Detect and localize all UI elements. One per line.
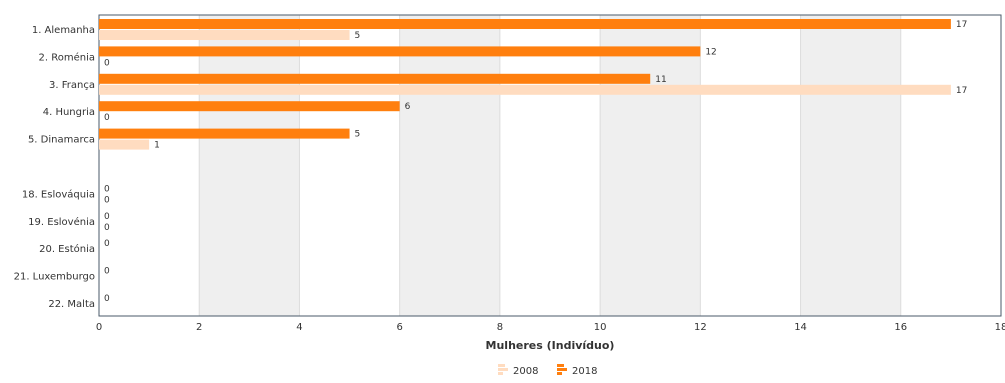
data-label-2008: 17 (956, 86, 967, 96)
data-label-2008: 5 (355, 31, 361, 41)
data-label-2018: 6 (405, 102, 411, 112)
legend-label: 2018 (572, 366, 597, 377)
grid-bands (199, 15, 901, 316)
data-label-2018: 17 (956, 20, 967, 30)
data-label-2008: 0 (104, 113, 110, 123)
x-tick-label: 6 (396, 322, 402, 333)
y-axis-label: 1. Alemanha (32, 25, 95, 36)
legend: 2008 2018 (498, 364, 597, 377)
y-axis-label: 3. França (49, 80, 95, 91)
data-label-2008: 0 (104, 195, 110, 205)
x-tick-label: 4 (296, 322, 302, 333)
grid-band (600, 15, 701, 316)
x-tick-label: 14 (794, 322, 807, 333)
bar-2018[interactable] (99, 73, 651, 84)
bar-2008[interactable] (99, 139, 150, 150)
data-label-2018: 12 (705, 47, 716, 57)
legend-bars-icon (498, 364, 508, 375)
y-axis-label: 21. Luxemburgo (14, 272, 95, 283)
data-label-2018: 0 (104, 212, 110, 222)
grid-band (199, 15, 300, 316)
bar-2018[interactable] (99, 19, 951, 29)
x-axis-title: Mulheres (Indivíduo) (486, 339, 615, 352)
x-tick-label: 12 (694, 322, 707, 333)
legend-icon-bar (498, 368, 508, 371)
bar-2018[interactable] (99, 101, 400, 112)
legend-icon-bar (498, 372, 503, 375)
y-axis-label: 22. Malta (48, 299, 95, 310)
bar-2018[interactable] (99, 128, 350, 139)
legend-bars-icon (557, 364, 567, 375)
legend-icon-bar (498, 364, 505, 367)
grid-lines (198, 15, 902, 316)
y-axis-label: 4. Hungria (43, 107, 95, 118)
y-axis-label: 20. Estónia (39, 243, 95, 255)
y-axis-label: 19. Eslovénia (28, 216, 95, 228)
data-label-2018: 0 (104, 267, 110, 277)
legend-icon-bar (557, 372, 562, 375)
data-label-2018: 0 (104, 294, 110, 304)
x-tick-label: 0 (96, 322, 102, 333)
legend-item-2008[interactable]: 2008 (498, 364, 538, 377)
y-axis-labels: 1. Alemanha 2. Roménia 3. França 4. Hungria… (14, 25, 95, 310)
legend-item-2018[interactable]: 2018 (557, 364, 597, 377)
data-label-2008: 1 (154, 141, 160, 151)
plot-frame (98, 14, 1002, 317)
y-axis-label: 18. Eslováquia (22, 188, 95, 200)
legend-label: 2008 (513, 366, 538, 377)
x-tick-label: 2 (196, 322, 202, 333)
data-label-2008: 0 (104, 223, 110, 233)
x-tick-label: 10 (594, 322, 607, 333)
legend-icon-bar (557, 364, 564, 367)
x-tick-label: 16 (894, 322, 907, 333)
y-axis-label: 5. Dinamarca (28, 135, 95, 146)
bar-2008[interactable] (99, 30, 350, 40)
data-label-2018: 0 (104, 184, 110, 194)
data-label-2008: 0 (104, 58, 110, 68)
bars (99, 19, 951, 150)
data-label-2018: 5 (355, 130, 361, 140)
grid-band (800, 15, 901, 316)
x-tick-label: 18 (995, 322, 1005, 333)
x-tick-label: 8 (497, 322, 503, 333)
grid-band (399, 15, 500, 316)
legend-icon-bar (557, 368, 567, 371)
bar-2008[interactable] (99, 84, 951, 95)
x-axis-tick-labels: 0 2 4 6 8 10 12 14 16 18 (96, 322, 1005, 333)
data-label-2018: 11 (655, 75, 666, 85)
y-axis-label: 2. Roménia (39, 51, 95, 63)
bar-2018[interactable] (99, 46, 701, 57)
data-label-2018: 0 (104, 239, 110, 249)
